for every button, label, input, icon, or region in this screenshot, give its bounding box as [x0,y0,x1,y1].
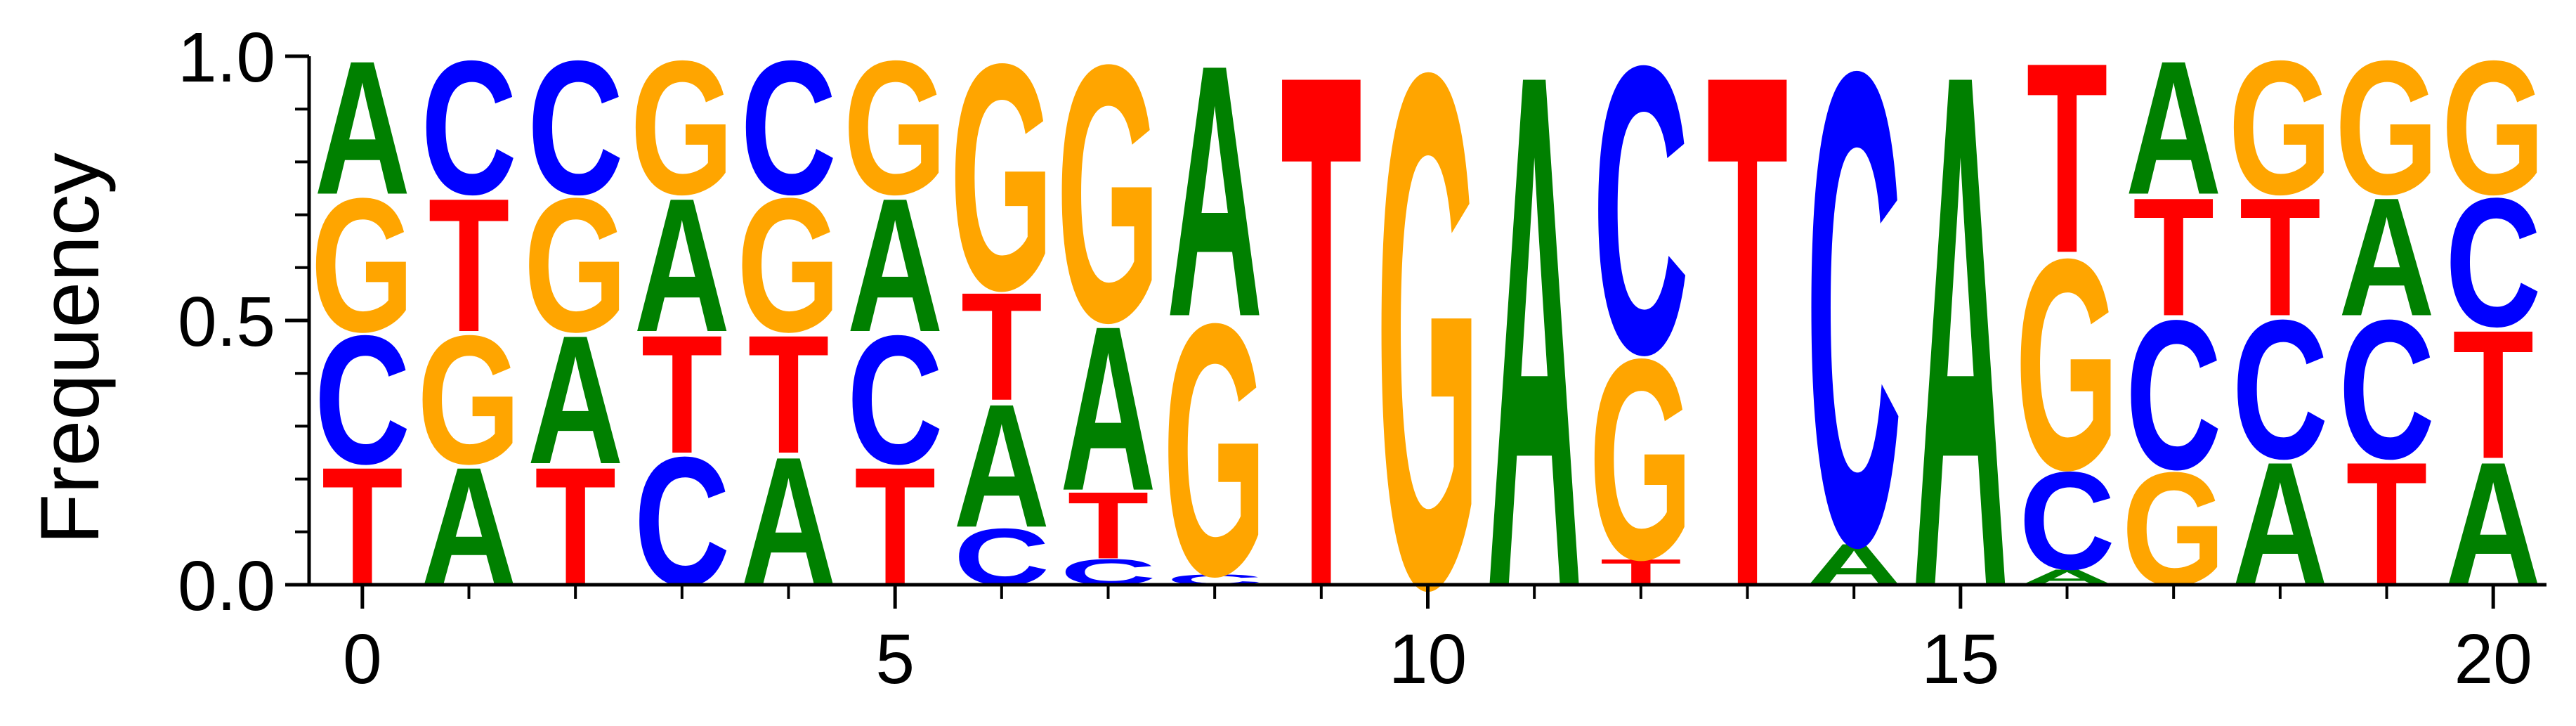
logo-letter-t-pos-1: T [429,158,510,372]
logo-letter-g-pos-20: G [2441,21,2544,235]
logo-letter-c-pos-16: C [2019,443,2115,599]
logo-letter-a-pos-3: A [634,158,730,372]
x-tick-label: 10 [1389,620,1467,699]
logo-letter-g-pos-19: G [2335,21,2438,235]
logo-letter-c-pos-5: C [847,297,943,503]
logo-letter-t-pos-7: T [1068,472,1149,579]
logo-letter-c-pos-1: C [421,21,517,235]
logo-letter-a-pos-17: A [2126,21,2222,235]
logo-letter-g-pos-16: G [2015,197,2119,533]
logo-letter-t-pos-17: T [2133,162,2214,351]
logo-letter-c-pos-4: C [740,21,837,235]
logo-letter-t-pos-20: T [2452,292,2534,498]
x-tick-label: 20 [2454,620,2532,699]
logo-letter-g-pos-0: G [310,158,414,372]
logo-letter-t-pos-9: T [1281,0,1362,722]
logo-letter-a-pos-5: A [847,158,943,372]
x-tick-label: 0 [343,620,382,699]
logo-letter-g-pos-18: G [2228,21,2332,235]
logo-letter-t-pos-13: T [1707,0,1789,722]
logo-letter-g-pos-4: G [737,158,840,372]
y-tick-label: 1.0 [178,18,275,97]
logo-letter-a-pos-15: A [1912,0,2008,722]
logo-letter-t-pos-4: T [748,299,830,488]
logo-letter-g-pos-7: G [1057,0,1160,399]
logo-letter-c-pos-20: C [2445,160,2542,365]
logo-letter-a-pos-7: A [1060,277,1156,540]
logo-letter-c-pos-12: C [1593,0,1689,440]
logo-letter-c-pos-2: C [528,21,624,235]
logo-letter-a-pos-11: A [1486,0,1583,722]
y-tick-label: 0.5 [178,283,275,361]
logo-letter-g-pos-5: G [843,21,946,235]
logo-letter-g-pos-3: G [630,21,733,235]
y-tick-label: 0.0 [178,547,275,625]
logo-letter-a-pos-6: A [953,368,1050,565]
logo-letter-a-pos-19: A [2339,162,2435,351]
logo-letter-g-pos-1: G [417,297,521,503]
logo-letter-t-pos-6: T [961,261,1042,433]
logo-letter-g-pos-6: G [950,0,1053,358]
x-tick-label: 15 [1921,620,1999,699]
logo-letter-a-pos-8: A [1167,0,1263,391]
logo-letter-c-pos-18: C [2232,278,2328,500]
axes-layer: 0.0 0.5 1.0 0 5 10 15 20 [178,18,2546,699]
y-axis-label: Frequency [24,153,117,545]
logo-letter-g-pos-12: G [1589,299,1692,619]
logo-letter-c-pos-0: C [314,297,410,503]
logo-letter-c-pos-17: C [2126,276,2222,514]
logo-letter-t-pos-18: T [2240,162,2321,351]
x-tick-label: 5 [875,620,915,699]
logo-letter-t-pos-16: T [2027,6,2108,310]
logo-letter-a-pos-2: A [528,297,624,503]
logo-letter-a-pos-0: A [314,21,410,235]
logo-letter-c-pos-14: C [1806,0,1902,686]
logo-letter-t-pos-3: T [641,299,723,488]
logo-letter-c-pos-19: C [2339,278,2435,500]
logo-letter-g-pos-2: G [523,158,627,372]
logo-letter-g-pos-10: G [1376,0,1479,722]
